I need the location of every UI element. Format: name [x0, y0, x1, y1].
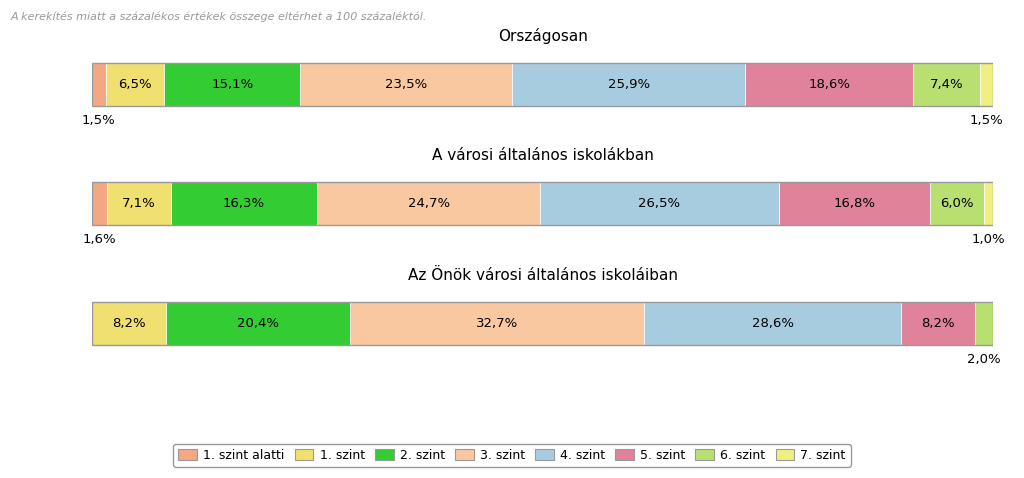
Bar	[92, 182, 106, 225]
Bar	[105, 63, 164, 106]
Bar	[92, 63, 105, 106]
Bar	[984, 182, 993, 225]
Bar	[166, 302, 349, 345]
Text: 26,5%: 26,5%	[638, 197, 681, 210]
Text: A kerekítés miatt a százalékos értékek összege eltérhet a 100 százaléktól.: A kerekítés miatt a százalékos értékek ö…	[10, 12, 427, 22]
Bar	[975, 302, 993, 345]
Text: 6,0%: 6,0%	[940, 197, 974, 210]
Text: 1,0%: 1,0%	[972, 233, 1006, 247]
Bar	[349, 302, 644, 345]
Text: 7,1%: 7,1%	[122, 197, 156, 210]
Text: 6,5%: 6,5%	[118, 78, 152, 91]
Bar	[171, 182, 317, 225]
Bar	[930, 182, 984, 225]
Bar	[540, 182, 779, 225]
Legend: 1. szint alatti, 1. szint, 2. szint, 3. szint, 4. szint, 5. szint, 6. szint, 7. : 1. szint alatti, 1. szint, 2. szint, 3. …	[173, 444, 851, 467]
Text: 1,5%: 1,5%	[82, 114, 116, 127]
Bar	[106, 182, 171, 225]
Text: 1,6%: 1,6%	[83, 233, 116, 247]
Text: 32,7%: 32,7%	[476, 317, 518, 330]
Text: 8,2%: 8,2%	[922, 317, 955, 330]
Bar	[164, 63, 300, 106]
Text: 8,2%: 8,2%	[113, 317, 145, 330]
Title: Az Önök városi általános iskoláiban: Az Önök városi általános iskoláiban	[408, 268, 678, 283]
Text: 1,5%: 1,5%	[970, 114, 1004, 127]
Title: Országosan: Országosan	[498, 28, 588, 44]
Text: 16,3%: 16,3%	[223, 197, 265, 210]
Bar	[317, 182, 540, 225]
Text: 25,9%: 25,9%	[607, 78, 650, 91]
Text: 2,0%: 2,0%	[968, 353, 1001, 366]
Bar	[779, 182, 930, 225]
Bar	[300, 63, 512, 106]
Title: A városi általános iskolákban: A városi általános iskolákban	[432, 148, 653, 163]
Text: 24,7%: 24,7%	[408, 197, 450, 210]
Bar	[512, 63, 745, 106]
Bar	[901, 302, 975, 345]
Text: 18,6%: 18,6%	[808, 78, 850, 91]
Text: 28,6%: 28,6%	[752, 317, 794, 330]
Text: 23,5%: 23,5%	[385, 78, 427, 91]
Text: 7,4%: 7,4%	[930, 78, 964, 91]
Bar	[913, 63, 980, 106]
Text: 20,4%: 20,4%	[237, 317, 279, 330]
Text: 15,1%: 15,1%	[211, 78, 253, 91]
Bar	[745, 63, 913, 106]
Bar	[980, 63, 993, 106]
Bar	[644, 302, 901, 345]
Text: 16,8%: 16,8%	[834, 197, 876, 210]
Bar	[92, 302, 166, 345]
